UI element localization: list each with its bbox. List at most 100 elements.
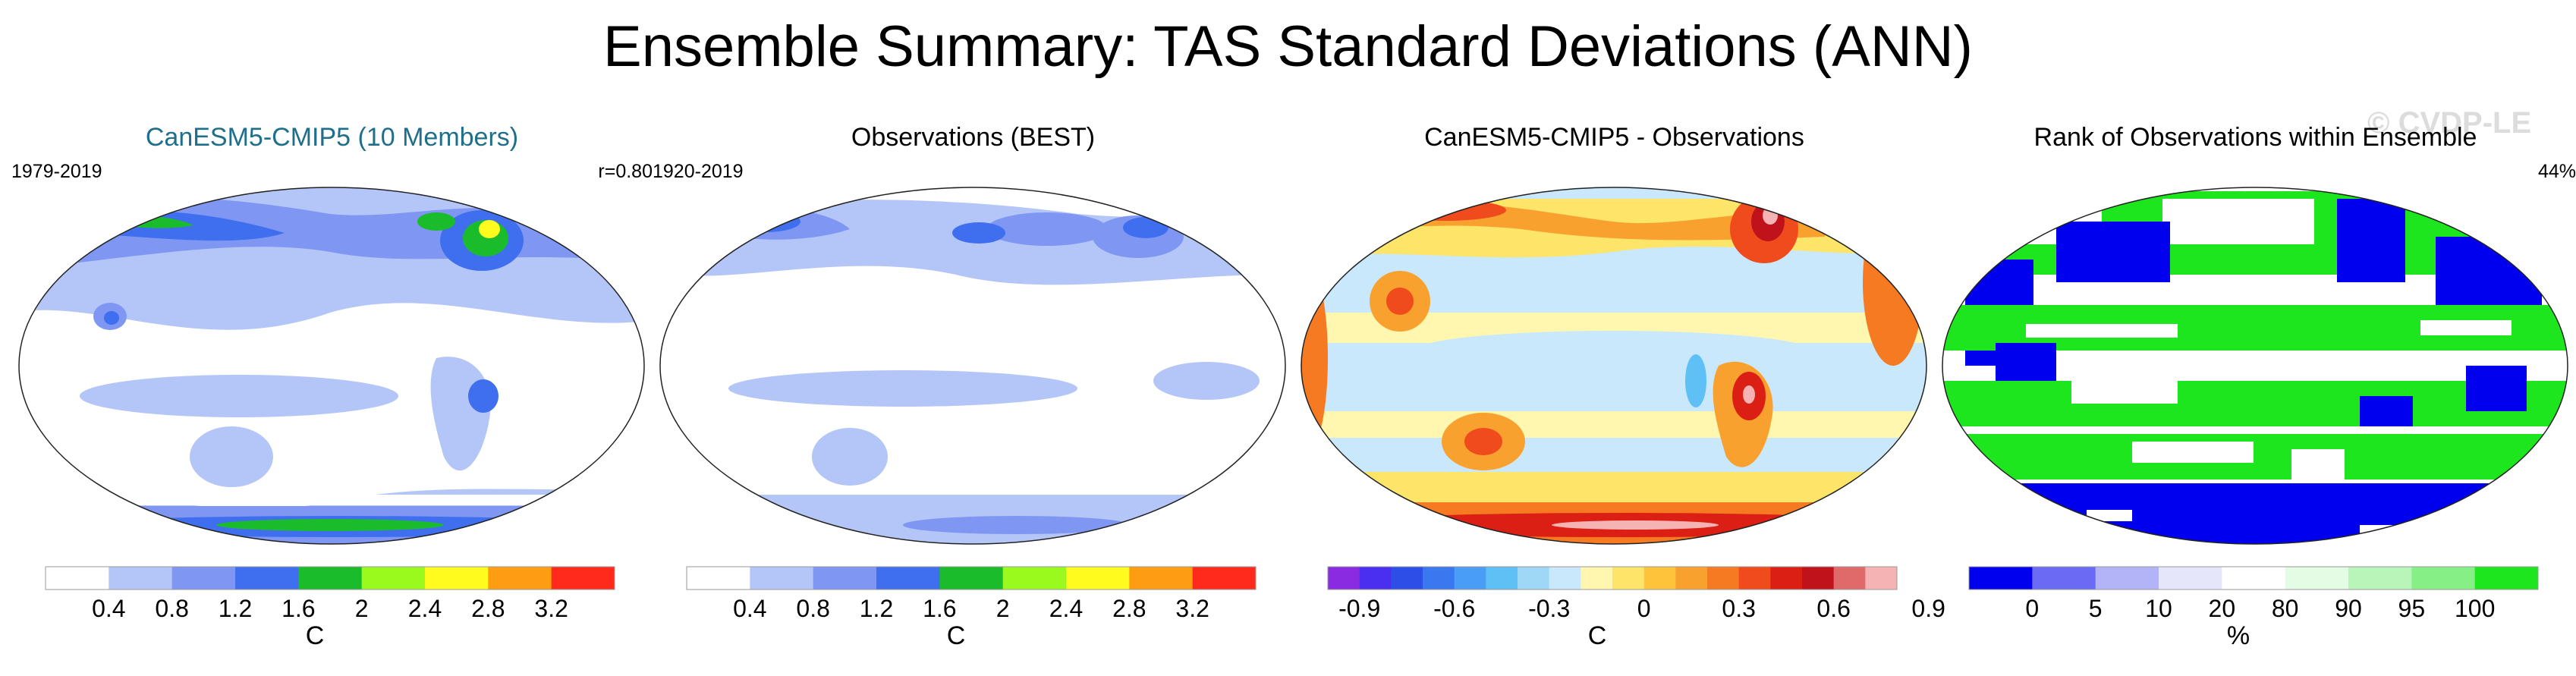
colorbar-swatch xyxy=(1518,567,1550,590)
colorbar-swatch xyxy=(171,567,236,590)
panel-title: CanESM5-CMIP5 (10 Members) xyxy=(145,123,519,152)
colorbar-tick-label: 95 xyxy=(2398,595,2426,622)
colorbar-tick-label: 0.9 xyxy=(1911,595,1945,622)
panel-period: 1920-2019 xyxy=(653,161,744,182)
colorbar-unit-label: % xyxy=(2227,621,2250,650)
colorbar-swatch xyxy=(1770,567,1803,590)
colorbar-frame xyxy=(686,566,1257,590)
colorbar-swatch xyxy=(46,567,109,590)
map-difference xyxy=(1301,187,1927,545)
colorbar-tick-label: 2.8 xyxy=(471,595,505,622)
panel-difference: CanESM5-CMIP5 - Observations xyxy=(1294,114,1945,675)
colorbar-swatch xyxy=(488,567,552,590)
colorbar-swatch xyxy=(687,567,750,590)
colorbar-tick-label: 1.2 xyxy=(860,595,893,622)
colorbar-swatch xyxy=(425,567,489,590)
colorbar-tick-label: -0.6 xyxy=(1433,595,1475,622)
colorbar-tick-label: 5 xyxy=(2089,595,2103,622)
colorbar-swatch xyxy=(1738,567,1771,590)
colorbar-swatch xyxy=(1549,567,1581,590)
colorbar-swatch xyxy=(1129,567,1194,590)
colorbar-tick-label: 3.2 xyxy=(1175,595,1209,622)
panel-correlation: r=0.80 xyxy=(598,161,653,182)
colorbar-rank: 0 5 10 20 80 90 95 100% xyxy=(1968,566,2539,650)
colorbar-unit-label: C xyxy=(947,621,966,650)
colorbar-tick-label: 1.2 xyxy=(219,595,252,622)
figure-title: Ensemble Summary: TAS Standard Deviation… xyxy=(603,14,1973,79)
colorbar-tick-label: 2.4 xyxy=(408,595,442,622)
panel-obs: Observations (BEST) 1920-2019 0.4 0.8 1.2 1… xyxy=(653,114,1294,675)
colorbar-swatch xyxy=(1454,567,1486,590)
colorbar-model: 0.4 0.8 1.2 1.6 2 2.4 2.8 3.2 C xyxy=(45,566,615,650)
colorbar-swatch xyxy=(298,567,363,590)
colorbar-swatch xyxy=(1002,567,1067,590)
colorbar-tick-label: -0.3 xyxy=(1528,595,1570,622)
colorbar-tick-label: 0.6 xyxy=(1816,595,1850,622)
colorbar-swatch xyxy=(813,567,877,590)
colorbar-frame xyxy=(1327,566,1898,590)
colorbar-swatch xyxy=(1707,567,1740,590)
colorbar-tick-label: 2.8 xyxy=(1112,595,1146,622)
colorbar-swatch xyxy=(1802,567,1835,590)
colorbar-unit-label: C xyxy=(1588,621,1607,650)
colorbar-tick-label: 2 xyxy=(355,595,369,622)
colorbar-swatch xyxy=(1675,567,1708,590)
map-obs xyxy=(659,187,1286,545)
colorbar-tick-label: 2.4 xyxy=(1049,595,1083,622)
colorbar-swatch xyxy=(2285,567,2349,590)
colorbar-tick-label: 0 xyxy=(2025,595,2039,622)
colorbar-swatch xyxy=(1391,567,1423,590)
colorbar-swatch xyxy=(1865,567,1898,590)
colorbar-swatch xyxy=(1643,567,1676,590)
colorbar-swatch xyxy=(1612,567,1645,590)
colorbar-tick-label: 1.6 xyxy=(282,595,315,622)
colorbar-tick-label: 0 xyxy=(1637,595,1651,622)
colorbar-swatch xyxy=(2348,567,2412,590)
colorbar-swatch xyxy=(2032,567,2096,590)
panel-period: 1979-2019 xyxy=(11,161,102,182)
colorbar-swatch xyxy=(235,567,299,590)
colorbar-frame xyxy=(1968,566,2539,590)
colorbar-frame xyxy=(45,566,615,590)
colorbar-tick-label: 0.8 xyxy=(155,595,188,622)
colorbar-swatch xyxy=(939,567,1004,590)
colorbar-swatch xyxy=(750,567,814,590)
colorbar-tick-label: 1.6 xyxy=(923,595,956,622)
panel-title: Observations (BEST) xyxy=(851,123,1096,152)
colorbar-difference: -0.9 -0.6 -0.3 0 0.3 0.6 0.9 C xyxy=(1327,566,1945,650)
colorbar-tick-label: 90 xyxy=(2335,595,2362,622)
colorbar-swatch xyxy=(2411,567,2476,590)
colorbar-swatch xyxy=(2159,567,2222,590)
colorbar-tick-label: -0.9 xyxy=(1338,595,1380,622)
colorbar-tick-label: 3.2 xyxy=(534,595,568,622)
panel-rank: Rank of Observations within Ensemble 44% xyxy=(1935,114,2576,675)
colorbar-swatch xyxy=(876,567,940,590)
colorbar-tick-label: 0.4 xyxy=(733,595,766,622)
colorbar-swatch xyxy=(2222,567,2286,590)
colorbar-swatch xyxy=(1423,567,1455,590)
colorbar-tick-label: 100 xyxy=(2455,595,2495,622)
colorbar-swatch xyxy=(551,567,615,590)
colorbar-swatch xyxy=(1581,567,1613,590)
colorbar-tick-label: 2 xyxy=(996,595,1010,622)
colorbar-swatch xyxy=(1328,567,1360,590)
colorbar-swatch xyxy=(109,567,173,590)
colorbar-tick-label: 0.8 xyxy=(796,595,829,622)
colorbar-tick-label: 20 xyxy=(2209,595,2236,622)
colorbar-swatch xyxy=(1486,567,1518,590)
colorbar-swatch xyxy=(1066,567,1130,590)
colorbar-tick-label: 80 xyxy=(2272,595,2299,622)
panel-title: Rank of Observations within Ensemble xyxy=(2033,123,2477,152)
colorbar-swatch xyxy=(361,567,426,590)
colorbar-swatch xyxy=(1192,567,1257,590)
panel-percent: 44% xyxy=(2537,161,2576,182)
map-model xyxy=(18,187,645,545)
panel-model: CanESM5-CMIP5 (10 Members) 1979-2019 r=0… xyxy=(11,114,653,675)
colorbar-tick-label: 10 xyxy=(2145,595,2172,622)
panel-title: CanESM5-CMIP5 - Observations xyxy=(1424,123,1804,152)
colorbar-swatch xyxy=(1969,567,2033,590)
colorbar-unit-label: C xyxy=(306,621,325,650)
colorbar-obs: 0.4 0.8 1.2 1.6 2 2.4 2.8 3.2 C xyxy=(686,566,1257,650)
map-rank xyxy=(1942,187,2568,545)
watermark: © CVDP-LE xyxy=(2367,106,2532,140)
